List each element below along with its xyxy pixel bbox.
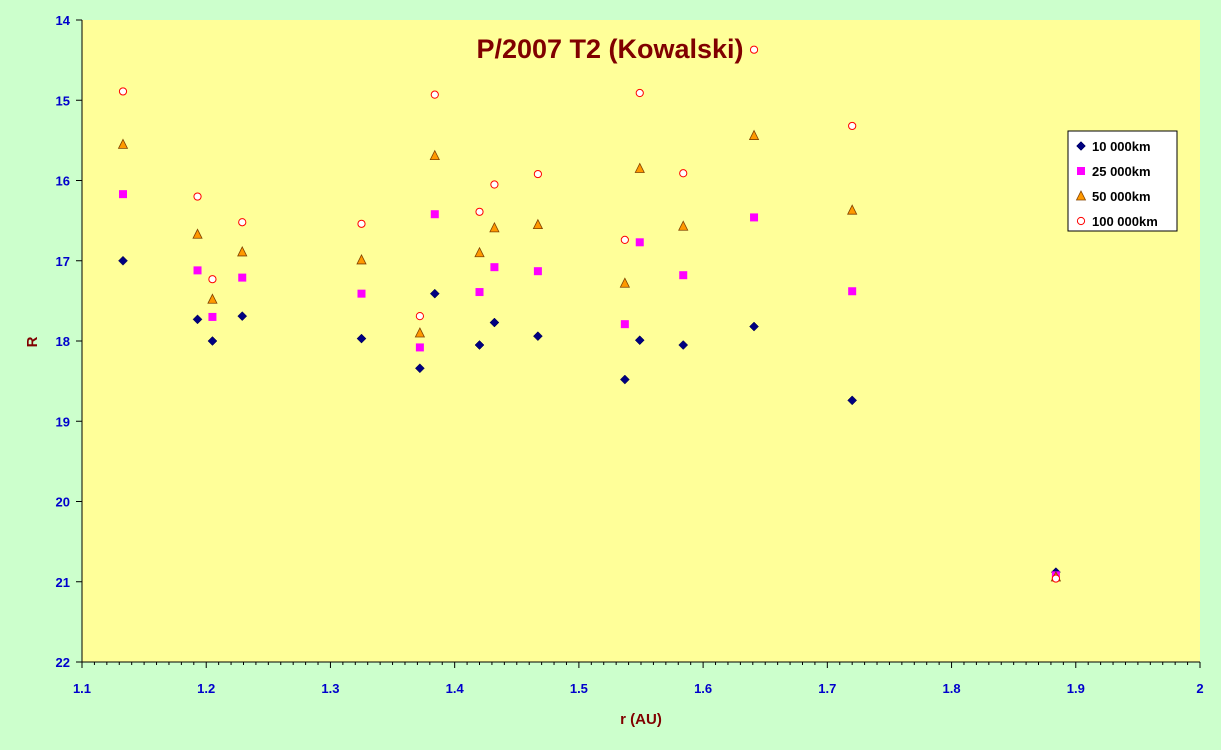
data-point-series-2 (490, 263, 499, 272)
legend-marker-series-4 (1076, 216, 1086, 226)
data-point-series-2 (193, 266, 202, 275)
data-point-series-1 (429, 288, 440, 299)
data-point-series-3 (414, 327, 426, 338)
x-tick-label: 1.8 (943, 681, 961, 696)
data-point-series-3 (532, 218, 544, 230)
x-tick-label: 1.3 (321, 681, 339, 696)
data-point-series-2 (118, 190, 127, 199)
data-point-series-2 (750, 213, 759, 222)
data-point-series-1 (678, 340, 689, 350)
series-4-points (118, 45, 1061, 583)
legend-label-series-3: 50 000km (1092, 189, 1151, 204)
data-point-series-2 (848, 287, 857, 296)
data-point-series-1 (192, 314, 203, 325)
data-point-series-4 (635, 88, 644, 98)
y-tick-label: 22 (56, 655, 70, 670)
data-point-series-3 (634, 162, 645, 173)
data-point-series-4 (1051, 574, 1061, 583)
data-point-series-4 (749, 45, 759, 54)
data-point-series-3 (237, 246, 248, 257)
data-point-series-1 (847, 395, 858, 406)
y-tick-label: 20 (56, 495, 70, 510)
x-tick-label: 1.2 (197, 681, 215, 696)
tick-labels: 1.1 1.2 1.3 1.4 1.5 1.6 1.7 1.8 1.9 2 14 15 16 17 18 19… (56, 13, 1204, 696)
data-point-series-1 (415, 363, 425, 374)
x-tick-label: 1.7 (818, 681, 836, 696)
data-point-series-1 (533, 331, 543, 342)
data-point-series-3 (678, 220, 689, 231)
data-point-series-1 (489, 317, 500, 328)
data-point-series-3 (474, 246, 485, 258)
data-point-series-4 (679, 169, 688, 178)
data-point-series-3 (192, 228, 203, 239)
data-point-series-4 (193, 192, 202, 201)
series-1-points (118, 255, 1061, 577)
data-point-series-1 (356, 333, 367, 344)
data-point-series-2 (533, 267, 542, 276)
x-tick-label: 2 (1196, 681, 1203, 696)
legend-marker-series-1 (1076, 141, 1086, 151)
data-point-series-3 (207, 293, 218, 304)
data-point-series-3 (117, 138, 129, 149)
data-point-series-4 (118, 87, 128, 96)
data-point-series-3 (489, 221, 500, 233)
data-point-series-2 (208, 312, 217, 321)
x-tick-label: 1.9 (1067, 681, 1085, 696)
x-tick-label: 1.4 (446, 681, 465, 696)
data-point-series-2 (635, 238, 644, 247)
legend-label-series-1: 10 000km (1092, 139, 1151, 154)
data-point-series-2 (415, 343, 424, 352)
legend: 10 000km 25 000km 50 000km 100 000km (1067, 130, 1178, 232)
y-axis-title: R (24, 336, 41, 347)
data-point-series-4 (475, 207, 484, 216)
data-point-series-2 (357, 289, 366, 298)
data-point-series-2 (238, 273, 247, 282)
data-point-series-3 (847, 204, 858, 215)
data-point-series-1 (634, 335, 645, 346)
data-point-series-4 (620, 235, 629, 244)
x-tick-label: 1.1 (73, 681, 91, 696)
data-point-series-1 (619, 374, 630, 385)
data-point-series-4 (415, 312, 424, 321)
data-point-series-4 (533, 169, 542, 179)
y-tick-label: 21 (56, 575, 70, 590)
y-tick-label: 15 (56, 93, 70, 108)
data-point-series-1 (237, 311, 248, 321)
chart-title: P/2007 T2 (Kowalski) (476, 34, 743, 64)
data-point-series-4 (430, 90, 439, 99)
data-point-series-4 (357, 219, 366, 228)
x-tick-label: 1.5 (570, 681, 588, 696)
data-point-series-3 (356, 254, 367, 265)
data-point-series-4 (238, 218, 247, 227)
legend-box (1067, 130, 1178, 232)
data-point-series-1 (207, 336, 218, 346)
y-tick-label: 18 (56, 334, 70, 349)
y-tick-label: 16 (56, 174, 70, 189)
y-tick-label: 17 (56, 254, 70, 269)
x-axis-title: r (AU) (620, 711, 662, 728)
data-points (117, 45, 1062, 583)
data-point-series-1 (118, 255, 128, 266)
data-point-series-1 (749, 321, 759, 332)
data-point-series-2 (620, 320, 629, 329)
data-point-series-2 (430, 210, 439, 219)
data-point-series-4 (208, 275, 217, 284)
y-tick-label: 19 (56, 414, 70, 429)
legend-label-series-2: 25 000km (1092, 164, 1151, 179)
legend-label-series-4: 100 000km (1092, 214, 1158, 229)
legend-marker-series-2 (1077, 167, 1085, 175)
data-point-series-3 (748, 129, 760, 140)
legend-marker-series-3 (1075, 190, 1087, 201)
data-point-series-3 (429, 149, 440, 161)
data-point-series-4 (848, 121, 857, 131)
y-tick-label: 14 (56, 13, 71, 28)
data-point-series-1 (474, 340, 485, 350)
data-point-series-4 (490, 180, 499, 189)
data-point-series-2 (679, 271, 688, 280)
x-tick-label: 1.6 (694, 681, 712, 696)
data-point-series-2 (475, 288, 484, 297)
data-point-series-3 (619, 277, 630, 288)
